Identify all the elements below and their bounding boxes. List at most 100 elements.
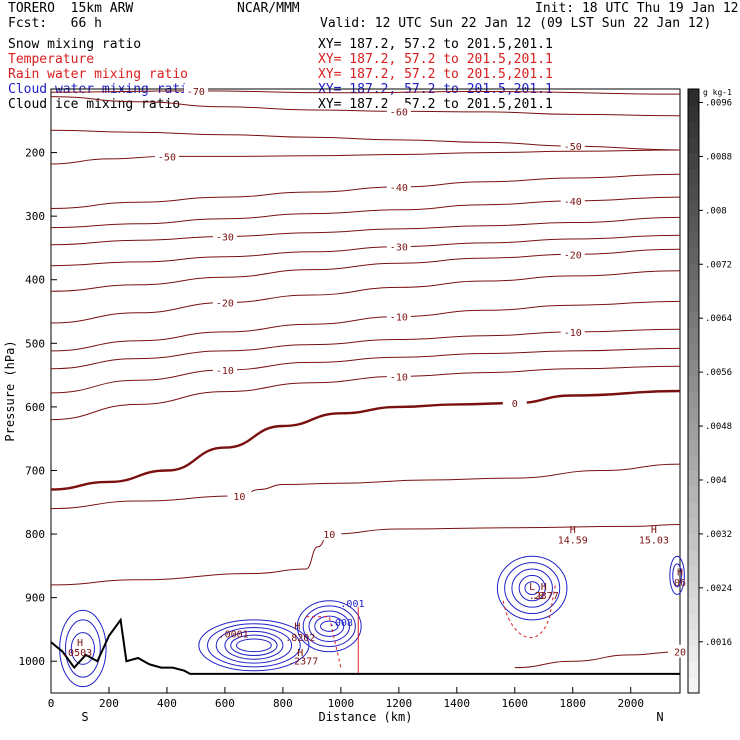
- init-time: Init: 18 UTC Thu 19 Jan 12: [535, 1, 739, 16]
- colorbar-band: [688, 597, 699, 615]
- cloud-water-label: .008: [329, 618, 353, 629]
- valid-time: Valid: 12 UTC Sun 22 Jan 12 (09 LST Sun …: [320, 16, 712, 31]
- cloud-water-contour: [296, 600, 362, 653]
- annotation-label: .2377: [529, 591, 559, 602]
- colorbar-tick-label: .0024: [705, 584, 732, 594]
- colorbar-band: [688, 279, 699, 297]
- colorbar-tick-label: .0064: [705, 314, 732, 324]
- temperature-contour-label: -40: [390, 183, 408, 194]
- x-tick-label: 400: [157, 697, 177, 710]
- x-tick-label: 1000: [328, 697, 355, 710]
- colorbar-band: [688, 136, 699, 154]
- annotation-label: .8: [532, 591, 544, 602]
- contour-label-bg: [560, 247, 585, 261]
- temperature-contour: [50, 149, 681, 165]
- colorbar-band: [688, 502, 699, 519]
- model-title: TORERO 15km ARW: [8, 1, 134, 16]
- cloud-water-contour: [314, 615, 345, 637]
- colorbar-tick-label: .0088: [705, 152, 732, 162]
- x-tick-label: 1200: [386, 697, 413, 710]
- contour-label-bg: [386, 309, 411, 323]
- temperature-contour-label: -10: [216, 366, 234, 377]
- rain-contour: [502, 584, 556, 639]
- y-axis-label: Pressure (hPa): [3, 340, 17, 441]
- annotation-label: H: [541, 582, 547, 593]
- cloud-water-contours: .001 .008: [59, 555, 685, 688]
- colorbar-band: [688, 454, 699, 471]
- field-cloud-ice: Cloud ice mixing ratio: [8, 97, 181, 112]
- rain-contour: [306, 616, 342, 668]
- colorbar-tick-label: .0032: [705, 530, 732, 540]
- temperature-contour-label: 20: [674, 648, 686, 659]
- cloud-water-contour: [70, 632, 95, 665]
- colorbar: .0016 .0024 .0032 .004 .0048 .0056 .0064 .0072.…: [687, 88, 732, 694]
- colorbar-tick-label: .004: [705, 476, 727, 486]
- annotation-label: H: [297, 648, 303, 659]
- colorbar-band: [688, 549, 699, 567]
- colorbar-band: [688, 200, 699, 217]
- colorbar-band: [688, 581, 699, 599]
- y-tick-label: 600: [25, 401, 45, 414]
- temperature-contour-label: -20: [216, 299, 234, 310]
- x-axis-label: Distance (km): [319, 710, 413, 724]
- terrain-line: [50, 617, 680, 675]
- contour-label-bg: [386, 239, 411, 253]
- contour-label-bg: [386, 369, 411, 383]
- x-tick-label: 600: [215, 697, 235, 710]
- x-tick-label: 1800: [560, 697, 587, 710]
- colorbar-band: [688, 677, 699, 694]
- annotation-label: .8202: [285, 633, 315, 644]
- xy-temperature: XY= 187.2, 57.2 to 201.5,201.1: [318, 52, 553, 67]
- colorbar-band: [688, 232, 699, 249]
- temperature-contour-label: -10: [564, 328, 582, 339]
- colorbar-band: [688, 343, 699, 360]
- y-tick-label: 400: [25, 274, 45, 287]
- north-label: N: [656, 710, 663, 724]
- temperature-contour: [50, 389, 681, 491]
- cloud-water-contour: [511, 568, 553, 608]
- temperature-contour-label: -10: [390, 313, 408, 324]
- temperature-contour-label: -70: [187, 87, 205, 98]
- terrain-profile: [50, 617, 680, 675]
- temperature-contour: [50, 173, 681, 209]
- temperature-contour-label: -10: [390, 372, 408, 383]
- colorbar-band: [688, 645, 699, 662]
- xy-rain: XY= 187.2, 57.2 to 201.5,201.1: [318, 67, 553, 82]
- colorbar-band: [688, 120, 699, 138]
- colorbar-band: [688, 534, 699, 551]
- annotation-label: H: [294, 621, 300, 632]
- forecast-hour: Fcst: 66 h: [8, 16, 102, 31]
- temperature-contour: [50, 90, 681, 95]
- x-tick-label: 1400: [444, 697, 471, 710]
- temperature-contours: -70 -60 -50 -50 -40 -40 -30 -30 -20 -20 -10 -10 -10 -…: [50, 83, 692, 669]
- annotation-label: H: [651, 525, 657, 536]
- y-tick-label: 700: [25, 464, 45, 477]
- plot-frame: [50, 88, 681, 694]
- colorbar-band: [688, 629, 699, 646]
- temperature-contour-label: -50: [564, 142, 582, 153]
- temperature-contour: [50, 300, 681, 352]
- contour-label-bg: [212, 295, 237, 309]
- annotation-label: 14.59: [558, 536, 588, 547]
- field-snow: Snow mixing ratio: [8, 37, 142, 52]
- xy-cloud-ice: XY= 187.2, 57.2 to 201.5,201.1: [318, 97, 553, 112]
- colorbar-band: [688, 216, 699, 233]
- temperature-contour-label: -60: [390, 107, 408, 118]
- cloud-water-contour: [207, 623, 301, 668]
- colorbar-band: [688, 295, 699, 313]
- colorbar-band: [688, 104, 699, 122]
- colorbar-band: [688, 661, 699, 678]
- temperature-contour: [50, 234, 681, 267]
- xy-snow: XY= 187.2, 57.2 to 201.5,201.1: [318, 37, 553, 52]
- y-tick-label: 800: [25, 528, 45, 541]
- contour-label-bg: [317, 527, 342, 541]
- colorbar-tick-label: .0072: [705, 260, 732, 270]
- annotation-label: H: [677, 567, 683, 578]
- cloud-water-contour: [215, 627, 293, 664]
- cloud-water-contour: [230, 634, 278, 656]
- annotation-label: 15.03: [639, 536, 669, 547]
- cloud-water-contour: [518, 574, 546, 602]
- annotation-label: L: [529, 582, 535, 593]
- colorbar-band: [688, 375, 699, 392]
